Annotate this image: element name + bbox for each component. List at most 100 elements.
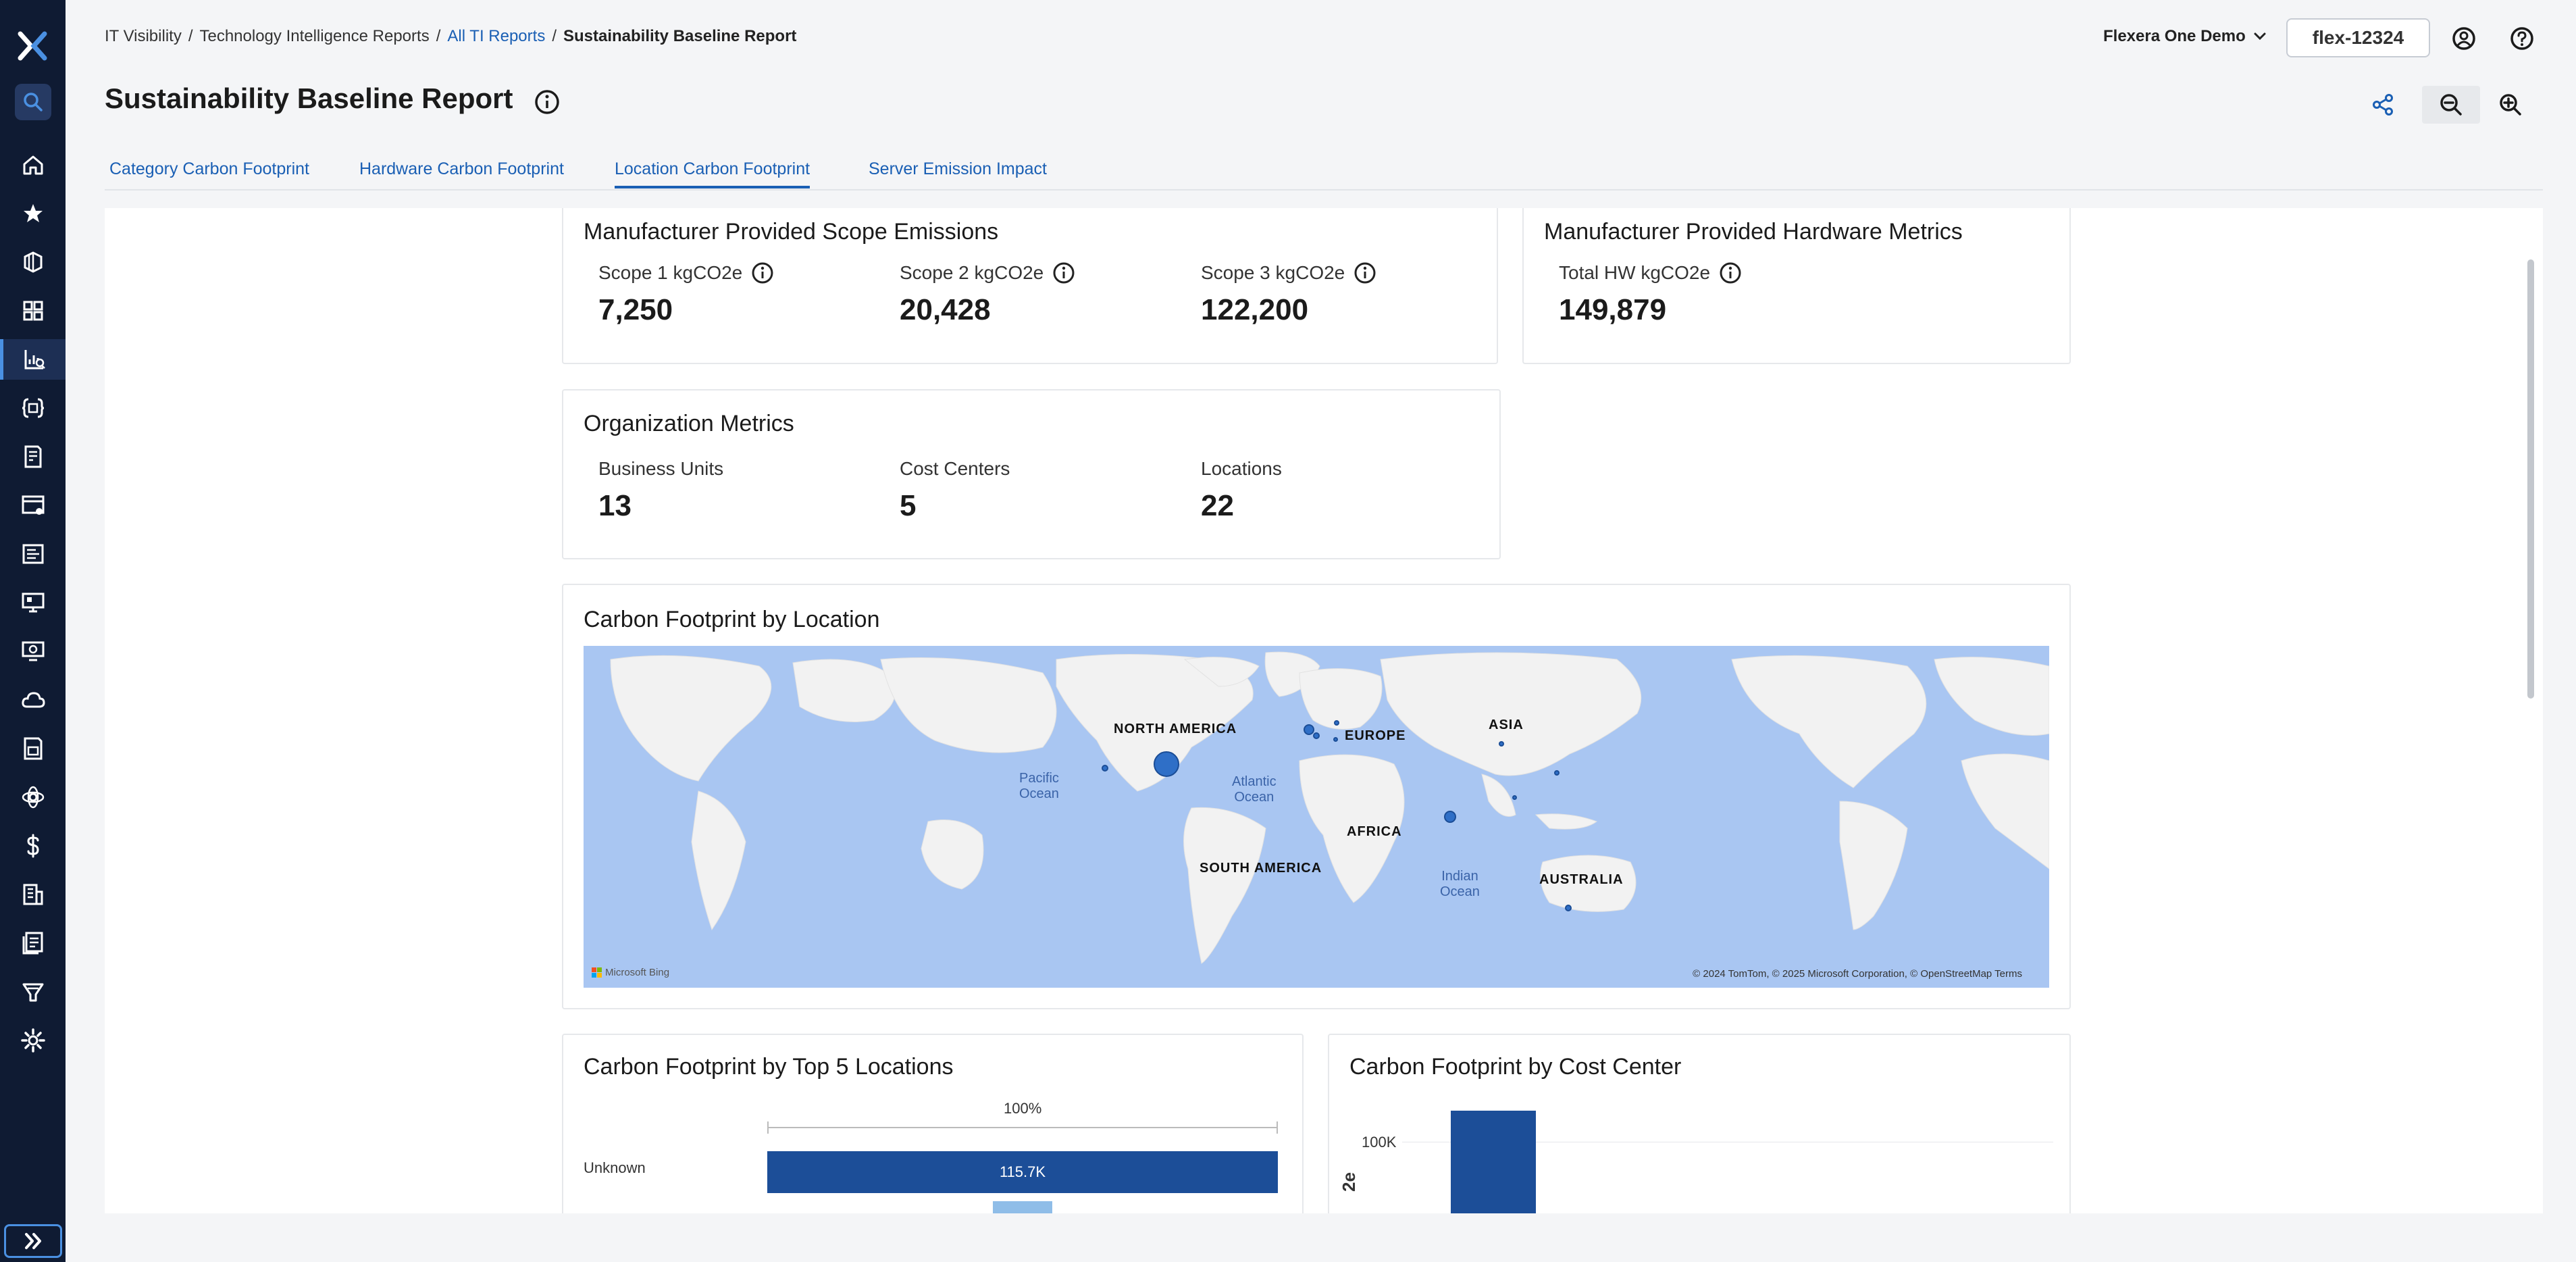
axis-tick bbox=[767, 1121, 769, 1134]
metric-label-text: Scope 2 kgCO2e bbox=[900, 262, 1044, 283]
home-icon[interactable] bbox=[0, 145, 66, 185]
help-question-icon[interactable] bbox=[2507, 24, 2537, 53]
scope3-value: 122,200 bbox=[1201, 293, 1309, 326]
info-icon[interactable] bbox=[750, 261, 775, 285]
tab-server-emission-impact[interactable]: Server Emission Impact bbox=[869, 159, 1047, 178]
dashboard-grid-icon[interactable] bbox=[0, 291, 66, 331]
card-title: Manufacturer Provided Hardware Metrics bbox=[1544, 219, 1963, 245]
y-tick-label: 100K bbox=[1362, 1134, 1397, 1151]
license-document-icon[interactable] bbox=[0, 436, 66, 477]
gear-icon[interactable] bbox=[0, 1020, 66, 1061]
microsoft-bing-logo: Microsoft Bing bbox=[592, 967, 669, 978]
card-title: Manufacturer Provided Scope Emissions bbox=[584, 219, 999, 245]
scope-emissions-card: Manufacturer Provided Scope Emissions Sc… bbox=[562, 208, 1498, 364]
desktop-device-icon[interactable] bbox=[0, 631, 66, 672]
breadcrumb-it-visibility[interactable]: IT Visibility bbox=[105, 27, 182, 45]
breadcrumb-ti-reports[interactable]: Technology Intelligence Reports bbox=[199, 27, 430, 45]
dollar-cost-icon[interactable] bbox=[0, 826, 66, 866]
tenant-id-badge[interactable]: flex-12324 bbox=[2286, 18, 2430, 57]
server-inventory-icon[interactable] bbox=[0, 728, 66, 769]
ocean-label: Indian Ocean bbox=[1440, 869, 1480, 899]
lightbulb-insights-icon[interactable] bbox=[0, 971, 66, 1012]
location-bubble[interactable] bbox=[1512, 795, 1517, 800]
cost-centers-label: Cost Centers bbox=[900, 458, 1010, 479]
location-bubble[interactable] bbox=[1102, 765, 1108, 772]
location-bubble[interactable] bbox=[1554, 770, 1560, 776]
favorites-star-icon[interactable] bbox=[0, 193, 66, 234]
microsoft-logo-icon bbox=[592, 967, 602, 978]
page-title: Sustainability Baseline Report bbox=[105, 82, 513, 114]
share-button[interactable] bbox=[2354, 86, 2412, 124]
packages-icon[interactable] bbox=[0, 242, 66, 282]
locations-label: Locations bbox=[1201, 458, 1282, 479]
continent-label: EUROPE bbox=[1345, 728, 1406, 743]
bar-cost-center[interactable] bbox=[1451, 1111, 1536, 1213]
breadcrumb-separator: / bbox=[436, 27, 441, 45]
report-tabs: Category Carbon Footprint Hardware Carbo… bbox=[105, 155, 2543, 191]
content-scrollbar[interactable] bbox=[2525, 250, 2537, 1209]
cost-centers-value: 5 bbox=[900, 489, 917, 522]
card-title: Carbon Footprint by Location bbox=[584, 607, 880, 632]
axis-max-label: 100% bbox=[1004, 1100, 1042, 1117]
location-bubble[interactable] bbox=[1499, 741, 1504, 747]
total-hw-label: Total HW kgCO2e bbox=[1559, 261, 1743, 285]
integrations-icon[interactable] bbox=[0, 777, 66, 817]
info-icon[interactable] bbox=[1052, 261, 1076, 285]
tab-category-carbon-footprint[interactable]: Category Carbon Footprint bbox=[109, 159, 309, 178]
reports-analytics-icon[interactable] bbox=[0, 339, 66, 380]
world-map-land bbox=[610, 651, 2049, 964]
cost-center-card: Carbon Footprint by Cost Center 100K 2e bbox=[1328, 1034, 2071, 1213]
bar-secondary[interactable] bbox=[993, 1201, 1052, 1213]
location-bubble[interactable] bbox=[1313, 732, 1320, 739]
business-units-label: Business Units bbox=[598, 458, 724, 479]
documents-icon[interactable] bbox=[0, 923, 66, 963]
continent-label: AUSTRALIA bbox=[1539, 872, 1624, 887]
chevron-down-icon bbox=[2254, 32, 2266, 41]
location-bubble[interactable] bbox=[1333, 737, 1338, 742]
scope3-label: Scope 3 kgCO2e bbox=[1201, 261, 1377, 285]
metric-label-text: Scope 3 kgCO2e bbox=[1201, 262, 1345, 283]
organization-metrics-card: Organization Metrics Business Units 13 C… bbox=[562, 389, 1501, 559]
location-bubble[interactable] bbox=[1334, 720, 1339, 726]
bar-value-label: 115.7K bbox=[999, 1163, 1046, 1180]
user-profile-icon[interactable] bbox=[2449, 24, 2479, 53]
location-bubble[interactable] bbox=[1304, 724, 1314, 735]
continent-label: NORTH AMERICA bbox=[1114, 722, 1237, 736]
tab-hardware-carbon-footprint[interactable]: Hardware Carbon Footprint bbox=[359, 159, 564, 178]
building-icon[interactable] bbox=[0, 874, 66, 915]
breadcrumb-current: Sustainability Baseline Report bbox=[563, 27, 797, 45]
map-attribution[interactable]: © 2024 TomTom, © 2025 Microsoft Corporat… bbox=[1693, 968, 2022, 980]
bar-unknown[interactable]: 115.7K bbox=[767, 1151, 1278, 1193]
breadcrumb-all-ti-reports[interactable]: All TI Reports bbox=[447, 27, 546, 45]
info-icon[interactable] bbox=[534, 89, 561, 116]
scrollbar-thumb[interactable] bbox=[2527, 259, 2534, 699]
flexera-logo-icon[interactable] bbox=[14, 27, 51, 65]
business-units-value: 13 bbox=[598, 489, 632, 522]
card-title: Carbon Footprint by Cost Center bbox=[1349, 1054, 1682, 1080]
zoom-out-button[interactable] bbox=[2422, 86, 2480, 124]
continent-label: ASIA bbox=[1489, 717, 1524, 732]
tab-location-carbon-footprint[interactable]: Location Carbon Footprint bbox=[615, 159, 810, 188]
zoom-in-button[interactable] bbox=[2481, 86, 2540, 124]
expand-nav-button[interactable] bbox=[4, 1224, 62, 1258]
scope1-label: Scope 1 kgCO2e bbox=[598, 261, 775, 285]
browser-settings-icon[interactable] bbox=[0, 485, 66, 526]
search-icon[interactable] bbox=[15, 84, 51, 120]
share-icon bbox=[2373, 94, 2393, 116]
top5-locations-card: Carbon Footprint by Top 5 Locations 100%… bbox=[562, 1034, 1304, 1213]
location-bubble[interactable] bbox=[1154, 751, 1179, 777]
axis-tick bbox=[1277, 1121, 1278, 1134]
world-map[interactable]: NORTH AMERICA EUROPE ASIA AFRICA SOUTH A… bbox=[584, 646, 2049, 988]
breadcrumb-separator: / bbox=[188, 27, 193, 45]
code-brackets-icon[interactable] bbox=[0, 388, 66, 428]
breadcrumb-separator: / bbox=[552, 27, 557, 45]
org-selector[interactable]: Flexera One Demo bbox=[2103, 27, 2267, 46]
report-content[interactable]: Manufacturer Provided Scope Emissions Sc… bbox=[105, 208, 2543, 1213]
info-icon[interactable] bbox=[1718, 261, 1743, 285]
location-bubble[interactable] bbox=[1565, 905, 1572, 911]
monitor-grid-icon[interactable] bbox=[0, 582, 66, 623]
list-panel-icon[interactable] bbox=[0, 534, 66, 574]
location-bubble[interactable] bbox=[1444, 811, 1456, 823]
info-icon[interactable] bbox=[1353, 261, 1377, 285]
cloud-icon[interactable] bbox=[0, 680, 66, 720]
